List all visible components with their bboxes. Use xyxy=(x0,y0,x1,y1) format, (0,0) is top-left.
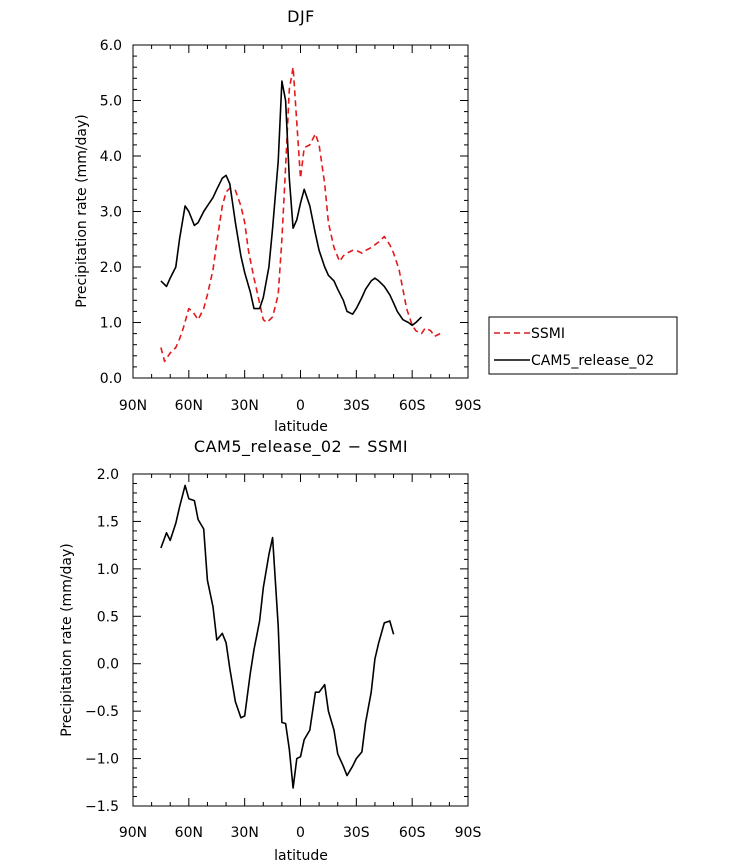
x-tick-label: 90N xyxy=(119,398,147,414)
x-tick-label: 0 xyxy=(296,398,305,414)
legend-box xyxy=(488,316,678,375)
x-tick-label: 60N xyxy=(175,398,203,414)
x-tick-label: 60S xyxy=(399,825,426,841)
series-line-cam5-release-02 xyxy=(160,80,423,327)
y-tick-label: 4.0 xyxy=(100,149,122,165)
y-tick-label: 1.0 xyxy=(97,562,119,578)
x-tick-label: 0 xyxy=(296,825,305,841)
x-tick-label: 30N xyxy=(231,825,259,841)
x-axis-title: latitude xyxy=(274,848,328,864)
y-tick-label: 3.0 xyxy=(100,205,122,221)
legend-label-cam5: CAM5_release_02 xyxy=(531,353,654,369)
series-line-ssmi xyxy=(160,66,441,363)
y-tick-label: 1.0 xyxy=(100,316,122,332)
chart-difference: CAM5_release_02 − SSMI −1.5 −1.0 −0.5 0.0 0.… xyxy=(59,437,481,864)
y-axis-title: Precipitation rate (mm/day) xyxy=(74,114,90,308)
y-tick-label: 0.0 xyxy=(97,657,119,673)
y-tick-label: −1.5 xyxy=(85,799,119,815)
series-line-cam5-release-02-ssmi xyxy=(160,484,395,789)
legend: SSMI CAM5_release_02 xyxy=(488,316,678,375)
y-tick-label: 2.0 xyxy=(97,467,119,483)
y-tick-label: 2.0 xyxy=(100,260,122,276)
x-tick-label: 90S xyxy=(455,825,482,841)
y-tick-label: 5.0 xyxy=(100,94,122,110)
y-tick-label: 0.5 xyxy=(97,609,119,625)
x-axis-title: latitude xyxy=(274,419,328,435)
x-tick-label: 30S xyxy=(343,398,370,414)
chart-title: CAM5_release_02 − SSMI xyxy=(194,437,408,457)
x-tick-label: 90S xyxy=(455,398,482,414)
y-tick-label: 0.0 xyxy=(100,371,122,387)
y-tick-label: 6.0 xyxy=(100,38,122,54)
legend-label-ssmi: SSMI xyxy=(531,326,565,342)
x-tick-label: 90N xyxy=(119,825,147,841)
x-tick-label: 30N xyxy=(231,398,259,414)
x-tick-label: 60S xyxy=(399,398,426,414)
y-tick-label: −0.5 xyxy=(85,704,119,720)
x-tick-label: 60N xyxy=(175,825,203,841)
chart-djf: DJF 0.0 1.0 2.0 3.0 4.0 5.0 6.0 90N 60N 30N 0 30S 6… xyxy=(74,7,678,435)
y-tick-label: 1.5 xyxy=(97,514,119,530)
chart-title: DJF xyxy=(287,7,315,26)
x-tick-label: 30S xyxy=(343,825,370,841)
y-tick-label: −1.0 xyxy=(85,752,119,768)
y-axis-title: Precipitation rate (mm/day) xyxy=(59,543,75,737)
